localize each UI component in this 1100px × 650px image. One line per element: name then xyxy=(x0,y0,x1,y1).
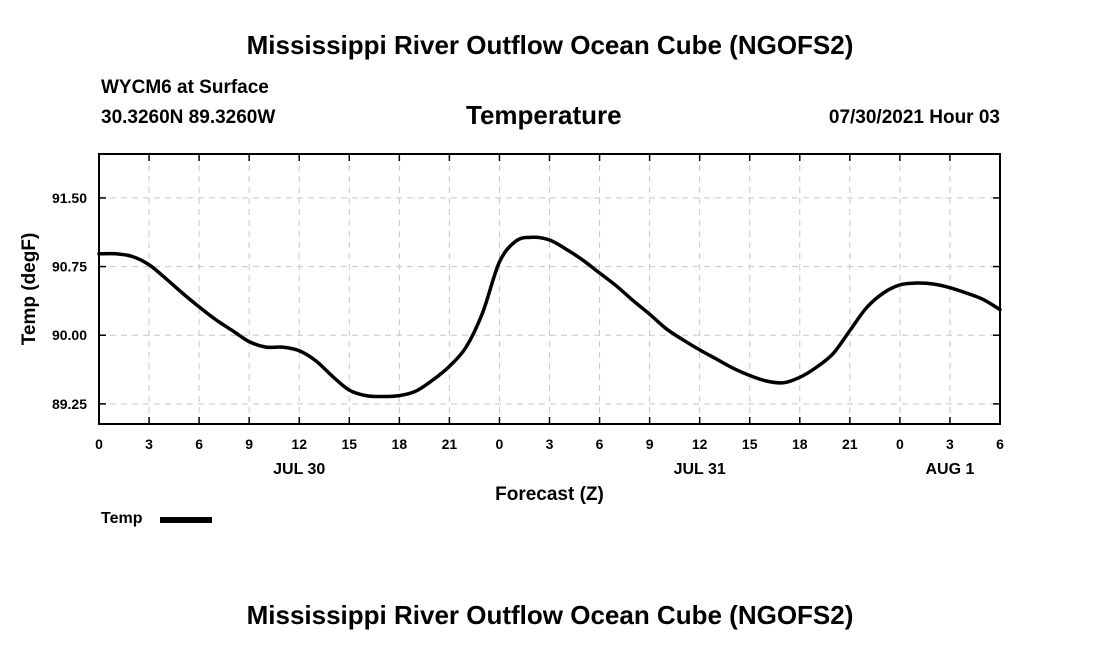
x-tick-label: 18 xyxy=(792,436,808,452)
x-tick-label: 6 xyxy=(996,436,1004,452)
series-layer xyxy=(97,235,1002,399)
grid-lines xyxy=(99,154,1000,424)
x-tick-label: 9 xyxy=(646,436,654,452)
legend-label: Temp xyxy=(101,510,143,527)
y-axis-label: Temp (degF) xyxy=(19,233,40,346)
timestamp-label: 07/30/2021 Hour 03 xyxy=(828,107,1000,128)
x-date-label: JUL 30 xyxy=(273,461,325,478)
x-tick-label: 18 xyxy=(392,436,408,452)
coordinates-label: 30.3260N 89.3260W xyxy=(101,107,276,128)
station-label: WYCM6 at Surface xyxy=(101,77,269,98)
legend-swatch xyxy=(160,517,212,523)
x-date-label: JUL 31 xyxy=(674,461,726,478)
x-tick-label: 15 xyxy=(341,436,357,452)
x-tick-label: 0 xyxy=(95,436,103,452)
x-tick-label: 12 xyxy=(692,436,708,452)
main-title-bottom: Mississippi River Outflow Ocean Cube (NG… xyxy=(246,600,854,630)
axis-layer: 0 3 6 9 12 15 18 21 0 3 6 9 12 15 18 21 0 3 6 89.25 90.00 90.… xyxy=(19,154,1004,505)
y-tick-label: 90.75 xyxy=(52,259,87,275)
y-tick-label: 90.00 xyxy=(52,327,87,343)
x-tick-label: 0 xyxy=(496,436,504,452)
x-tick-label: 21 xyxy=(842,436,858,452)
chart-title: Temperature xyxy=(466,100,622,130)
x-tick-label: 15 xyxy=(742,436,758,452)
x-axis-label: Forecast (Z) xyxy=(495,484,604,505)
x-tick-label: 9 xyxy=(245,436,253,452)
x-tick-label: 3 xyxy=(145,436,153,452)
x-tick-label: 3 xyxy=(546,436,554,452)
main-title-top: Mississippi River Outflow Ocean Cube (NG… xyxy=(246,30,854,60)
x-tick-label: 0 xyxy=(896,436,904,452)
series-line-temp xyxy=(97,235,1002,399)
x-tick-label: 3 xyxy=(946,436,954,452)
y-tick-label: 89.25 xyxy=(52,396,87,412)
x-tick-label: 6 xyxy=(195,436,203,452)
x-date-label: AUG 1 xyxy=(925,461,974,478)
y-tick-label: 91.50 xyxy=(52,190,87,206)
x-tick-label: 12 xyxy=(291,436,307,452)
x-tick-label: 21 xyxy=(442,436,458,452)
x-tick-label: 6 xyxy=(596,436,604,452)
